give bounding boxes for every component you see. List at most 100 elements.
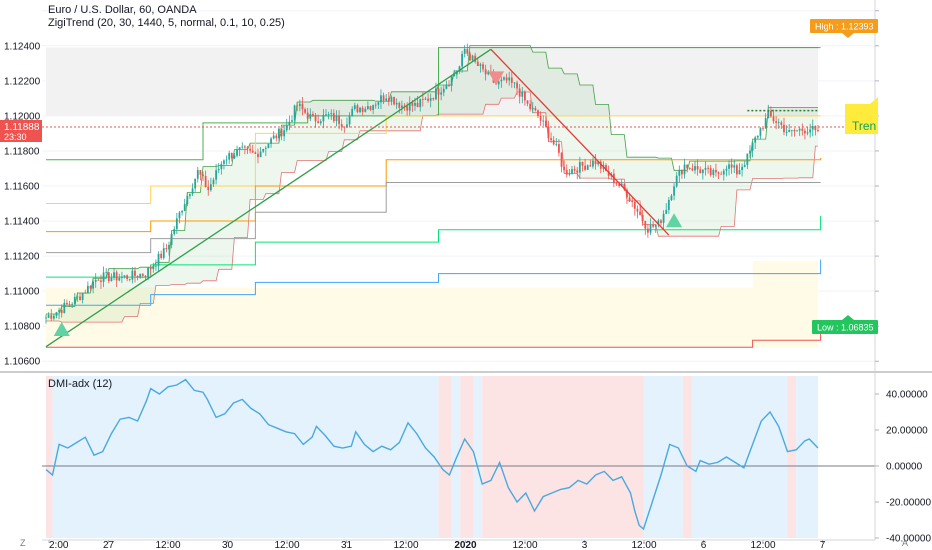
- candle-body: [186, 195, 189, 205]
- candle-body: [102, 272, 105, 282]
- candle-body: [141, 274, 144, 276]
- candle-body: [571, 169, 573, 174]
- candle-body: [589, 165, 592, 167]
- candle-body: [775, 121, 778, 123]
- candle-body: [411, 102, 414, 106]
- candle-body: [293, 105, 296, 121]
- zoom-icon[interactable]: Z: [20, 538, 26, 548]
- candle-body: [696, 166, 699, 170]
- candle-body: [175, 218, 178, 230]
- candle-body: [607, 170, 610, 176]
- high-badge: High : 1.12393: [810, 19, 878, 38]
- price-tick-label: 1.12400: [4, 41, 41, 52]
- time-tick-label: 12:00: [393, 540, 418, 550]
- candle-body: [762, 128, 764, 129]
- candle-body: [372, 105, 375, 110]
- candle-body: [660, 220, 662, 223]
- candle-body: [380, 95, 382, 103]
- candle-body: [68, 304, 71, 306]
- price-tick-label: 1.11800: [4, 146, 40, 157]
- candle-body: [576, 170, 579, 173]
- time-tick-label: 7: [820, 540, 826, 550]
- regime-band-bull: [796, 376, 818, 538]
- low-badge-label: Low : 1.06835: [817, 323, 874, 333]
- candle-body: [264, 148, 267, 149]
- price-tick-label: 1.11600: [4, 182, 40, 193]
- candle-body: [395, 102, 398, 105]
- adx-indicator-title[interactable]: DMI-adx (12): [48, 378, 112, 390]
- candle-body: [212, 179, 215, 185]
- candle-body: [701, 169, 704, 174]
- adx-tick-label: -40.00000: [886, 534, 931, 545]
- candle-body: [246, 147, 249, 149]
- candle-body: [709, 168, 712, 175]
- candle-body: [605, 165, 607, 171]
- candle-body: [298, 103, 301, 106]
- candle-body: [513, 82, 516, 84]
- candle-body: [615, 183, 618, 185]
- candle-body: [58, 310, 60, 313]
- candle-body: [241, 146, 244, 148]
- symbol-title[interactable]: Euro / U.S. Dollar, 60, OANDA: [48, 4, 197, 16]
- candle-body: [568, 173, 571, 175]
- candle-body: [500, 79, 503, 82]
- candle-body: [573, 169, 576, 171]
- candle-body: [149, 267, 152, 270]
- candle-body: [369, 106, 372, 110]
- candle-body: [55, 312, 58, 316]
- candle-body: [427, 98, 429, 101]
- candle-body: [618, 184, 621, 186]
- candle-body: [777, 122, 780, 124]
- time-tick-label: 2020: [454, 540, 477, 550]
- candle-body: [636, 208, 639, 212]
- candle-body: [453, 74, 456, 77]
- candle-body: [516, 82, 518, 89]
- candle-body: [183, 204, 186, 211]
- candle-body: [578, 161, 581, 173]
- time-tick-label: 2:00: [49, 540, 69, 550]
- regime-band-bear: [787, 376, 797, 538]
- candle-body: [233, 155, 236, 159]
- candle-body: [351, 108, 354, 116]
- regime-band-bear: [682, 376, 692, 538]
- candle-body: [482, 64, 484, 70]
- candle-body: [134, 270, 136, 276]
- candle-body: [189, 193, 191, 196]
- adx-axis[interactable]: 40.00000 20.00000 0.00000 -20.00000 -40.0000…: [875, 390, 931, 545]
- candle-body: [529, 103, 532, 110]
- candle-body: [204, 175, 207, 187]
- candle-body: [288, 121, 291, 126]
- candle-body: [531, 108, 534, 110]
- level-line: [46, 182, 821, 254]
- candle-body: [238, 147, 241, 150]
- candle-body: [626, 189, 628, 198]
- candle-body: [50, 315, 53, 319]
- price-tick-label: 1.10800: [4, 322, 41, 333]
- candle-body: [798, 128, 801, 131]
- candle-body: [584, 165, 586, 170]
- candle-body: [767, 111, 770, 119]
- candle-body: [312, 113, 314, 116]
- auto-scale-icon[interactable]: A: [902, 538, 908, 548]
- indicator-title[interactable]: ZigiTrend (20, 30, 1440, 5, normal, 0.1,…: [48, 17, 285, 29]
- candle-body: [170, 233, 173, 245]
- candle-body: [620, 183, 623, 186]
- buy-marker: [666, 213, 683, 228]
- candle-body: [301, 103, 304, 110]
- candle-body: [275, 135, 278, 139]
- time-tick-label: 27: [103, 540, 115, 550]
- candle-body: [735, 165, 738, 175]
- candle-body: [393, 97, 395, 105]
- candle-body: [390, 97, 393, 102]
- candle-body: [581, 161, 584, 166]
- candle-body: [565, 170, 568, 175]
- price-axis[interactable]: 1.12400 1.12200 1.12000 1.11800 1.11600 1.114…: [4, 10, 879, 368]
- candle-body: [319, 121, 322, 124]
- adx-series-line: [45, 378, 819, 531]
- time-axis[interactable]: 2:00 27 12:00 30 12:00 31 12:00 2020 12:00 3 12:00…: [48, 540, 826, 550]
- candle-body: [558, 144, 560, 153]
- candle-body: [330, 113, 333, 115]
- candle-body: [704, 167, 707, 170]
- candle-body: [194, 178, 197, 189]
